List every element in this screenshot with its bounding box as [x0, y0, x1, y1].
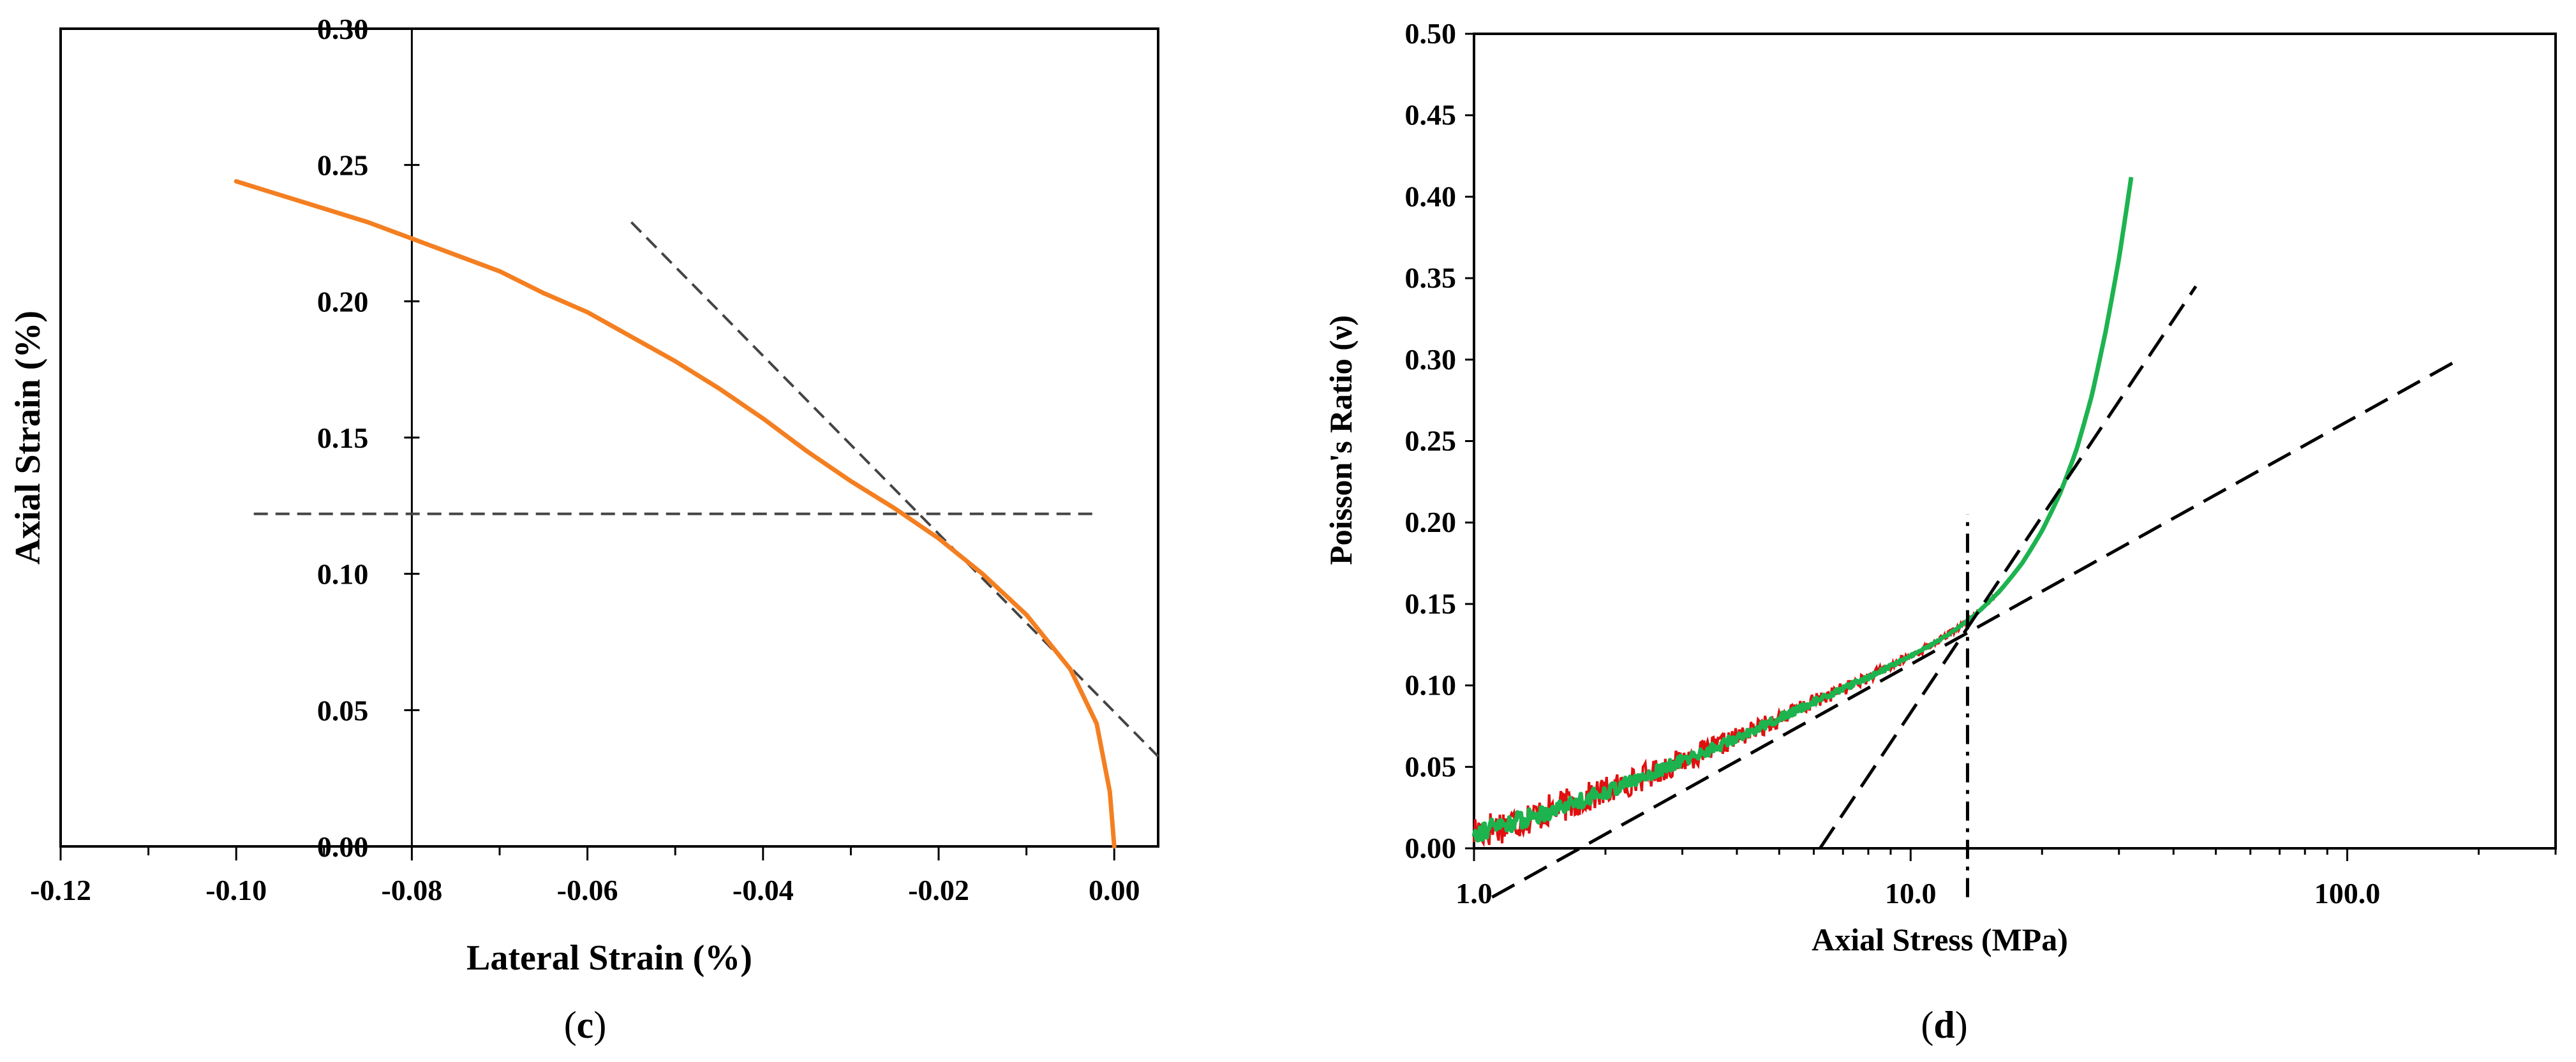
panel-c-y-tick-label: 0.25: [317, 149, 369, 182]
panel-d-y-tick-label: 0.25: [1405, 425, 1457, 457]
panel-c-x-tick-label: -0.10: [205, 874, 267, 906]
panel-c-x-tick-label: -0.06: [557, 874, 618, 906]
panel-d-y-tick-label: 0.20: [1405, 506, 1457, 538]
panel-c-x-axis-title: Lateral Strain (%): [466, 938, 752, 978]
panel-d-y-tick-label: 0.45: [1405, 99, 1457, 131]
panel-d-y-tick-label: 0.35: [1405, 262, 1457, 294]
panel-d-series: [1471, 177, 2134, 848]
panel-d-ticks: 0.00 0.05 0.10 0.15 0.20 0.25 0.30 0.35 0.40 0.45…: [1405, 17, 2557, 910]
panel-d-y-tick-label: 0.10: [1405, 669, 1457, 702]
panel-d-x-tick-label: 1.0: [1456, 877, 1493, 910]
panel-d-y-tick-label: 0.50: [1405, 17, 1457, 50]
panel-c-label: (c): [564, 1004, 607, 1046]
panel-d-x-tick-label: 10.0: [1885, 877, 1937, 910]
panel-d-y-tick-label: 0.00: [1405, 832, 1457, 864]
panel-c-chart: -0.12 -0.10 -0.08 -0.06 -0.04 -0.02 0.00 0.00 0.…: [8, 13, 1159, 1046]
panel-d-ref-fit-high-line: [1819, 285, 2198, 850]
panel-c-x-tick-label: -0.02: [908, 874, 969, 906]
panel-d-frame: [1473, 33, 2557, 850]
panel-d-y-tick-label: 0.15: [1405, 587, 1457, 620]
panel-d-x-axis-title: Axial Stress (MPa): [1812, 922, 2068, 957]
panel-c-x-tick-label: 0.00: [1089, 874, 1140, 906]
panel-d-y-tick-label: 0.05: [1405, 750, 1457, 783]
panel-c-x-tick-label: -0.08: [381, 874, 442, 906]
panel-c-series: [234, 179, 1117, 849]
panel-c-y-tick-label: 0.05: [317, 694, 369, 726]
panel-d-ref-fit-low-line: [1491, 358, 2460, 899]
panel-d-chart: 0.00 0.05 0.10 0.15 0.20 0.25 0.30 0.35 0.40 0.45…: [1323, 17, 2557, 1046]
panel-d-y-tick-label: 0.40: [1405, 180, 1457, 212]
panel-c-y-tick-label: 0.00: [317, 830, 369, 863]
panel-c-y-axis-title: Axial Strain (%): [8, 311, 48, 564]
panel-c-y-tick-label: 0.20: [317, 285, 369, 318]
panel-d-noisy-series-line: [1473, 177, 2133, 848]
panel-d-smoothed-series-line: [1471, 177, 2134, 843]
panel-c-reference-lines: [253, 221, 1159, 758]
panel-c-frame: [59, 27, 1159, 848]
panel-d-reference-lines: [1491, 285, 2460, 899]
panel-c-y-tick-label: 0.30: [317, 13, 369, 45]
panel-c-series-line: [234, 179, 1117, 849]
panel-c-ref-tangent-line: [630, 221, 1159, 758]
panel-c-y-tick-label: 0.15: [317, 422, 369, 454]
panel-d-x-tick-label: 100.0: [2314, 877, 2381, 910]
panel-d-label: (d): [1921, 1004, 1967, 1046]
panel-c-y-tick-label: 0.10: [317, 558, 369, 591]
panel-c-x-tick-label: -0.04: [733, 874, 794, 906]
panel-d-y-axis-title: Poisson's Ratio (ν): [1323, 315, 1359, 565]
panel-d-y-tick-label: 0.30: [1405, 343, 1457, 376]
panel-c-ticks: -0.12 -0.10 -0.08 -0.06 -0.04 -0.02 0.00 0.00 0.…: [30, 13, 1140, 906]
panel-c-x-tick-label: -0.12: [30, 874, 91, 906]
